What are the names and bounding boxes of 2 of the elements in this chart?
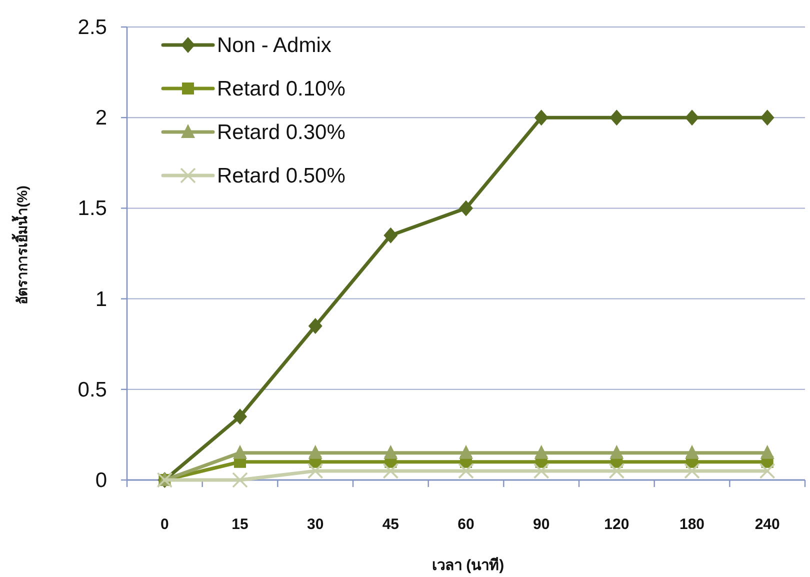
- x-axis-title: เวลา (นาที): [432, 557, 504, 574]
- y-axis-title: อัตราการเยิ้มน้ำ(%): [14, 186, 30, 304]
